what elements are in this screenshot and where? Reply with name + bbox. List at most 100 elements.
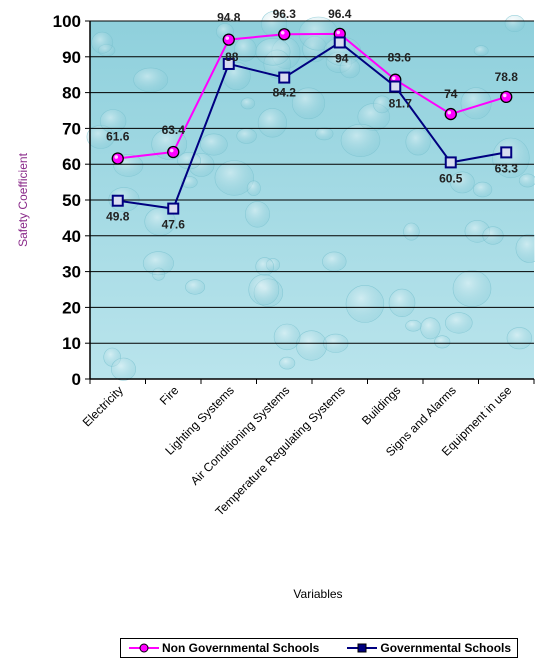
y-axis-title: Safety Coefficient (16, 152, 30, 246)
data-point (333, 36, 346, 49)
axes (89, 21, 535, 384)
water-drop (339, 58, 361, 79)
x-tick-label: Electricity (80, 383, 126, 429)
y-tick-label: 60 (62, 155, 81, 174)
data-label: 84.2 (273, 86, 297, 100)
series-lines (117, 32, 507, 210)
data-point-highlight (169, 148, 174, 153)
water-drop (273, 323, 301, 351)
data-label: 78.8 (495, 70, 519, 84)
legend-key-square-icon (347, 643, 378, 653)
water-drop (473, 181, 493, 198)
legend-key-circle-icon (129, 643, 159, 653)
data-point (222, 33, 235, 46)
data-label: 96.3 (273, 7, 297, 21)
water-drop (246, 180, 261, 196)
water-drop (240, 97, 256, 110)
water-drop (200, 133, 228, 156)
water-drop (388, 288, 416, 318)
data-label: 83.6 (388, 51, 412, 65)
water-drop (142, 251, 174, 276)
water-drop (345, 284, 385, 323)
y-tick-label: 0 (72, 370, 81, 389)
y-tick-label: 40 (62, 227, 81, 246)
legend-label-non-governmental: Non Governmental Schools (162, 641, 320, 655)
data-point-highlight (280, 30, 285, 35)
y-tick-label: 20 (62, 298, 81, 317)
water-drop (444, 312, 473, 334)
series-markers (111, 27, 513, 215)
y-tick-label: 100 (53, 12, 81, 31)
water-drop (245, 201, 271, 228)
series-line (117, 32, 507, 160)
data-point (111, 152, 124, 165)
data-point (167, 202, 180, 215)
data-point-highlight (391, 76, 396, 81)
water-drop (504, 15, 525, 32)
data-point (278, 28, 291, 41)
x-tick-label: Air Conditioning Systems (188, 383, 293, 488)
data-label: 94 (335, 51, 349, 65)
water-drop (340, 123, 381, 157)
legend-item-governmental: Governmental Schools (347, 641, 511, 655)
data-point (500, 90, 513, 104)
gridlines (85, 20, 534, 380)
data-point (444, 156, 457, 169)
data-label: 49.8 (106, 210, 130, 224)
y-tick-label: 10 (62, 334, 81, 353)
y-tick-labels: 0 10 20 30 40 50 60 70 80 90 100 (53, 12, 81, 389)
data-point (278, 71, 291, 84)
data-label: 61.6 (106, 129, 130, 143)
data-label: 60.5 (439, 171, 463, 185)
water-drop (515, 234, 535, 263)
water-drop (452, 270, 492, 308)
data-label: 96.4 (328, 7, 352, 21)
data-label: 63.3 (495, 161, 519, 175)
water-drop (185, 279, 206, 295)
data-point-highlight (502, 93, 507, 98)
data-label: 47.6 (162, 218, 186, 232)
y-tick-label: 50 (62, 191, 81, 210)
x-tick-label: Buildings (359, 383, 403, 427)
data-label: 74 (444, 87, 458, 101)
water-drop (91, 31, 114, 54)
water-drop (99, 109, 127, 134)
x-axis-title: Variables (293, 587, 342, 601)
water-drop (133, 67, 169, 93)
water-drop (460, 87, 492, 120)
legend: Non Governmental Schools Governmental Sc… (120, 638, 518, 658)
data-point (500, 146, 513, 159)
water-drop (248, 274, 280, 306)
series-line (117, 41, 507, 210)
water-drop (403, 222, 420, 241)
water-drop (420, 317, 441, 340)
data-point (389, 80, 402, 93)
x-tick-label: Fire (157, 383, 182, 408)
data-point-highlight (447, 110, 452, 115)
data-label: 94.8 (217, 11, 241, 25)
y-tick-label: 30 (62, 263, 81, 282)
water-drop (255, 257, 275, 276)
water-drop (279, 356, 296, 370)
water-drop (214, 160, 255, 196)
y-tick-label: 70 (62, 119, 81, 138)
water-drop (315, 127, 334, 141)
water-drop (449, 171, 475, 194)
water-drop (405, 128, 431, 156)
data-label: 88 (225, 50, 239, 64)
legend-item-non-governmental: Non Governmental Schools (129, 641, 319, 655)
data-labels: 61.6 63.4 94.8 96.3 96.4 83.6 74 78.8 49.8 47.6 88… (106, 7, 518, 232)
data-label: 81.7 (389, 97, 413, 111)
data-point-highlight (114, 155, 119, 159)
water-drop (518, 173, 535, 188)
data-point (222, 57, 235, 70)
legend-label-governmental: Governmental Schools (380, 641, 512, 655)
water-drop (257, 108, 288, 138)
data-point-highlight (336, 30, 341, 35)
water-drop (291, 87, 326, 120)
water-drop (295, 330, 328, 361)
water-drop (255, 37, 291, 66)
data-point (111, 194, 124, 207)
